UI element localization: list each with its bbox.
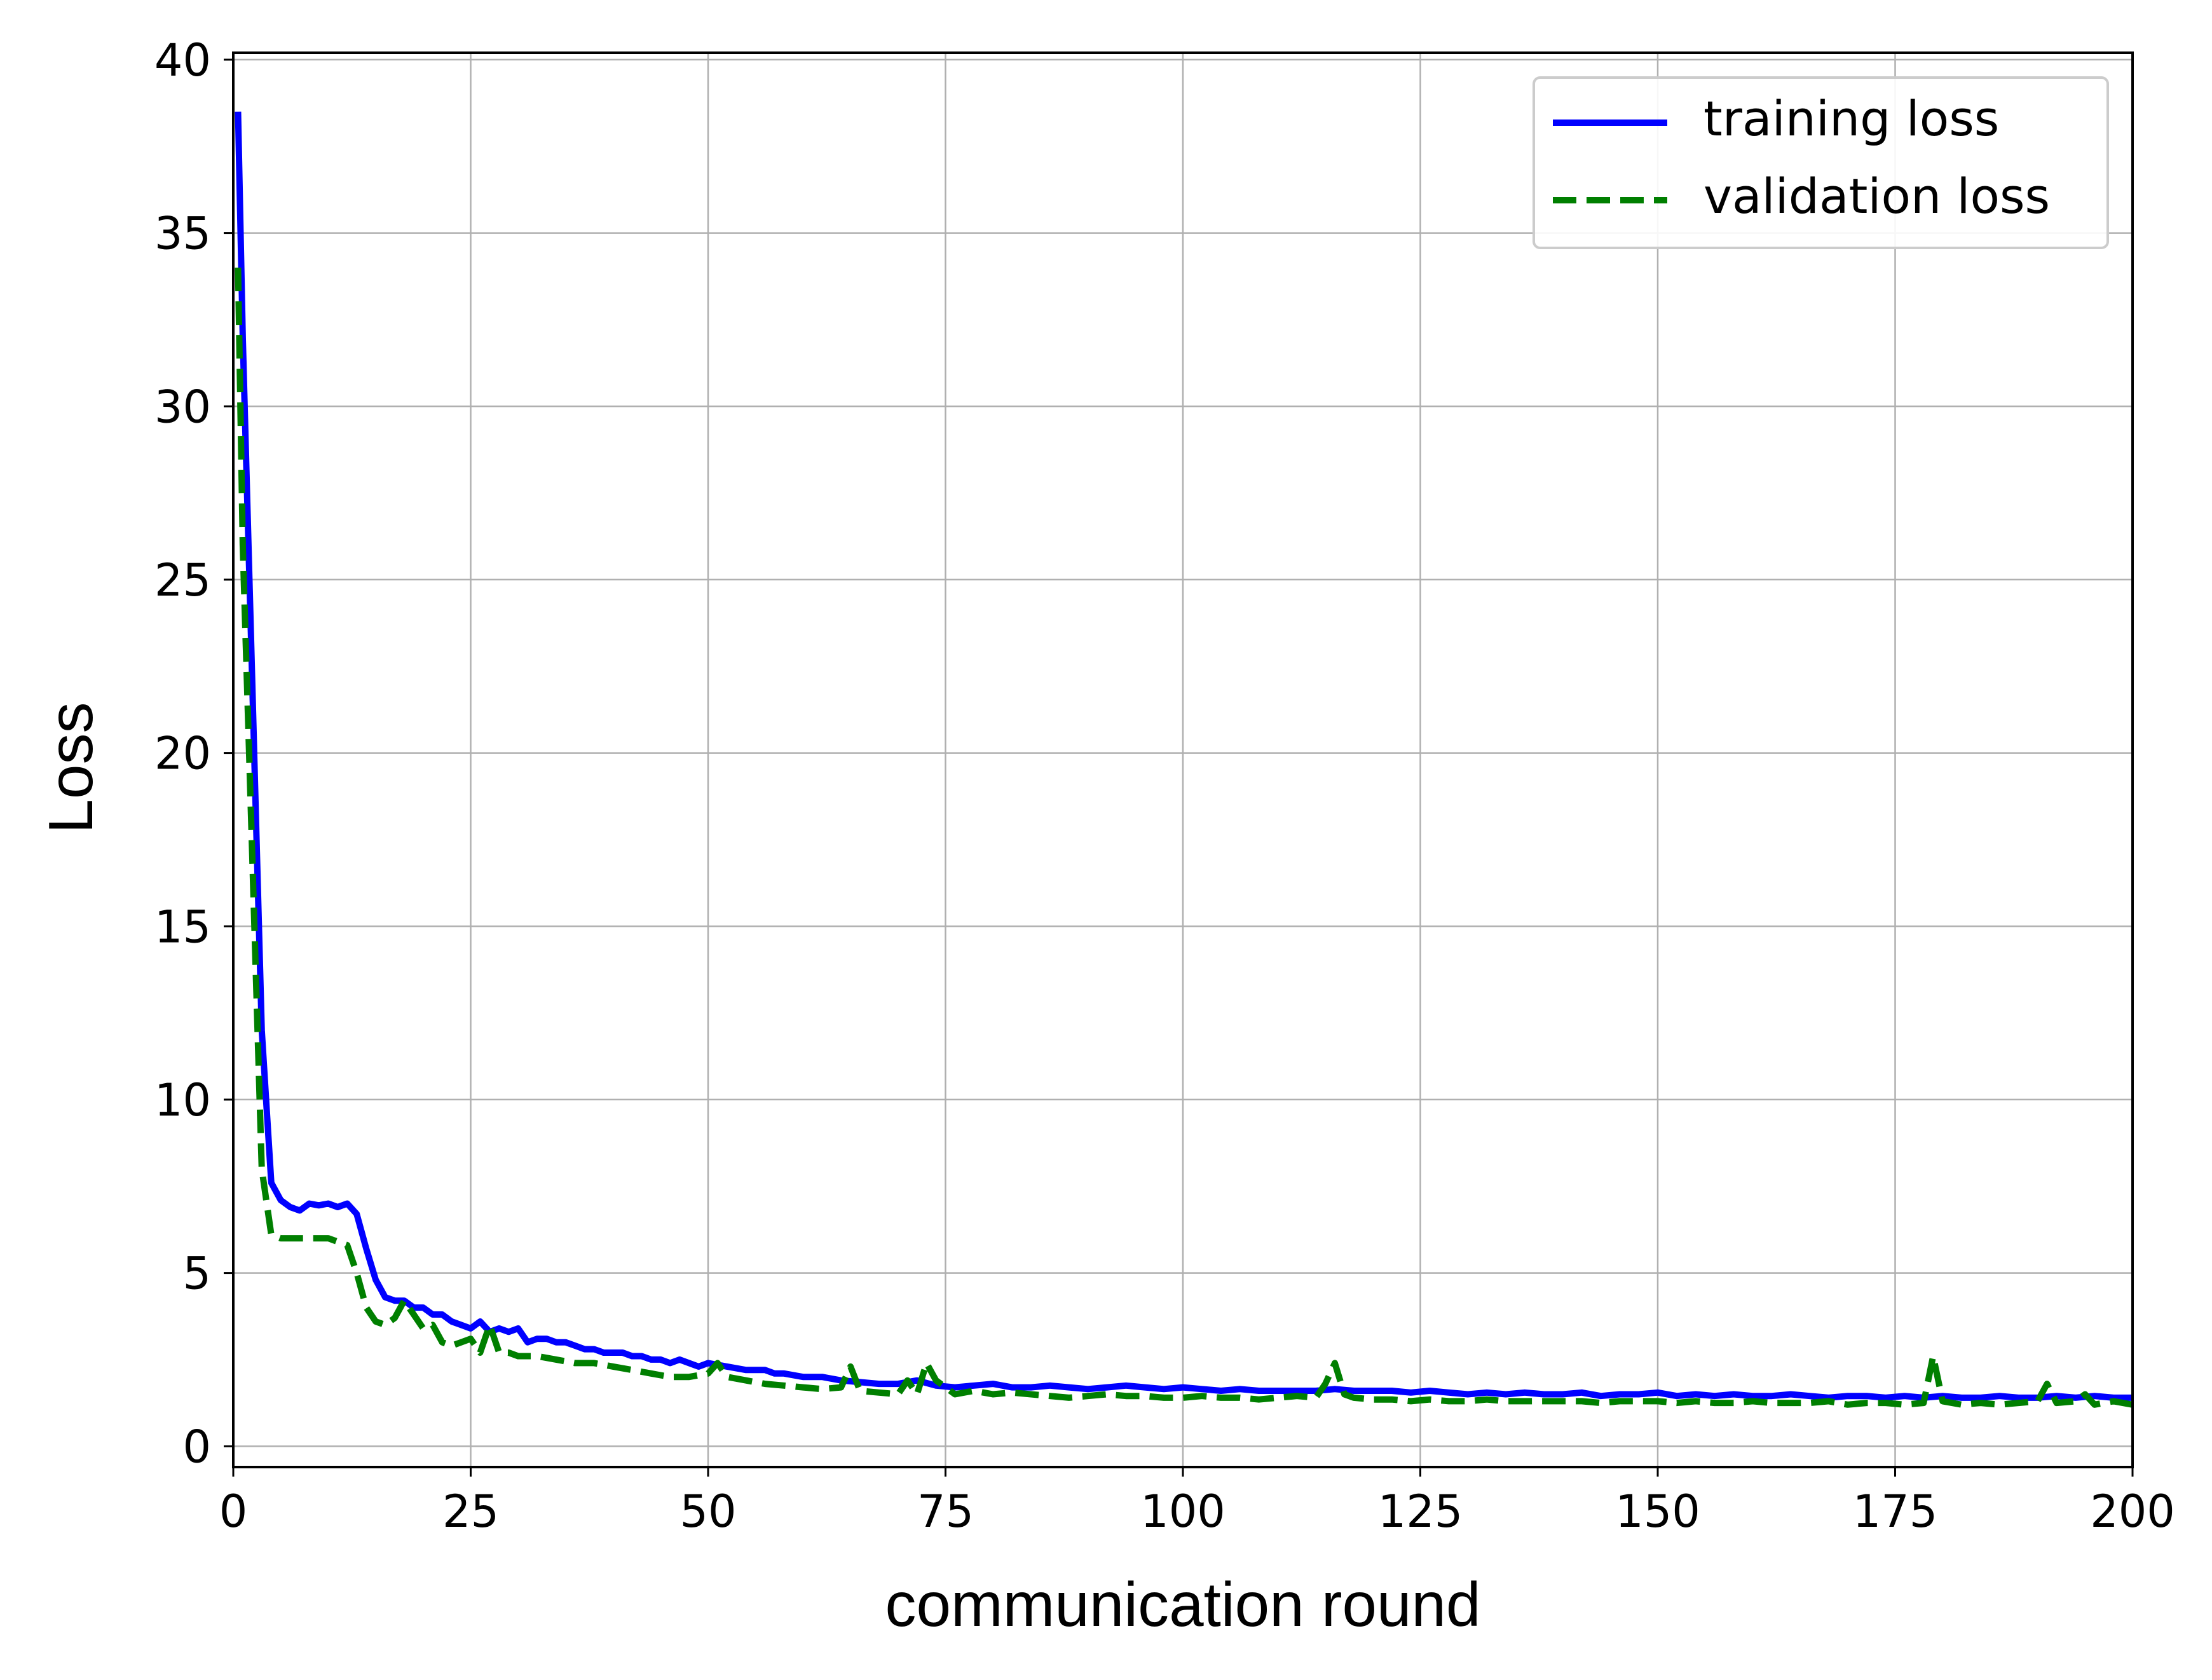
legend-label-training-loss: training loss: [1703, 90, 1999, 147]
x-tick-label: 175: [1853, 1485, 1938, 1538]
x-tick-label: 100: [1140, 1485, 1225, 1538]
x-tick-label: 125: [1378, 1485, 1463, 1538]
legend: training loss validation loss: [1533, 76, 2109, 249]
y-tick-label: 25: [154, 554, 211, 606]
x-tick-label: 50: [679, 1485, 736, 1538]
y-tick-label: 15: [154, 901, 211, 953]
x-tick-label: 200: [2090, 1485, 2175, 1538]
y-tick-label: 20: [154, 728, 211, 780]
legend-label-validation-loss: validation loss: [1703, 168, 2050, 224]
y-axis-label: Loss: [36, 702, 106, 833]
series-line-validation-loss: [235, 268, 2133, 1408]
y-tick-label: 5: [182, 1248, 211, 1300]
y-tick-label: 10: [154, 1074, 211, 1126]
x-tick-label: 75: [917, 1485, 974, 1538]
y-tick-label: 40: [154, 34, 211, 86]
y-tick-label: 35: [154, 208, 211, 260]
legend-box: [1533, 76, 2109, 249]
y-tick-label: 0: [182, 1421, 211, 1473]
x-axis-label: communication round: [885, 1569, 1481, 1639]
series-lines: [235, 111, 2133, 1408]
series-line-training-loss: [235, 111, 2133, 1401]
axis-ticks: 0 25 50 75 100 125 150 175 200 0 5 10 15 20 25 30 35 40: [154, 34, 2175, 1538]
y-tick-label: 30: [154, 381, 211, 433]
x-tick-label: 150: [1615, 1485, 1700, 1538]
grid-lines: [232, 53, 2134, 1467]
x-tick-label: 0: [219, 1485, 248, 1538]
x-tick-label: 25: [442, 1485, 499, 1538]
